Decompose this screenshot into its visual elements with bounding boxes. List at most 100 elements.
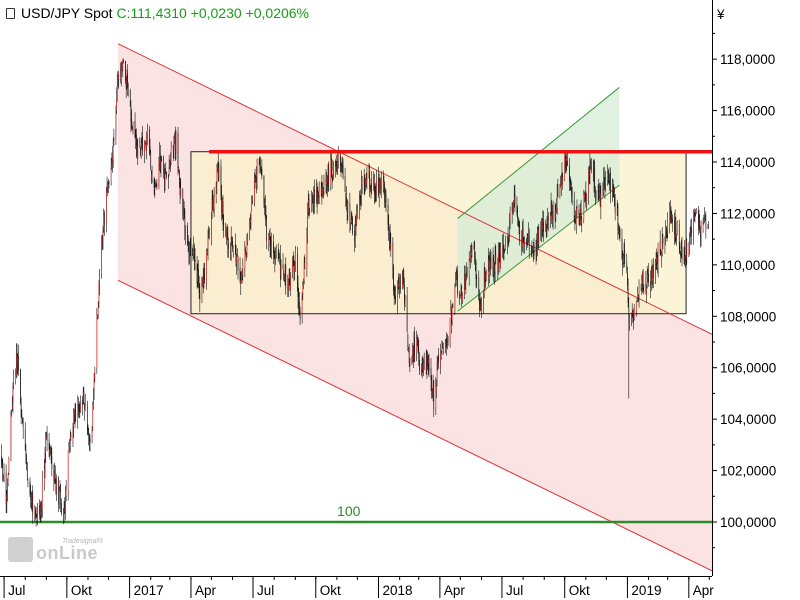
candle-body [337,153,339,161]
candle [417,334,418,347]
candle [554,202,556,229]
candle-body [227,228,229,247]
candle-body [473,245,475,250]
candle [292,251,294,267]
candle-body [647,275,649,277]
candle-body [393,290,395,296]
candle-body [136,134,137,147]
candle-body [99,272,100,285]
candle-body [376,179,377,194]
y-tick-label: 116,0000 [720,104,775,119]
candle [551,200,553,224]
candle [1,444,2,469]
candle [108,178,109,194]
candle-body [317,192,319,205]
candle [578,204,580,225]
candle-body [618,231,620,233]
candle [593,158,595,193]
candle-body [365,178,367,186]
candle [409,357,411,373]
candle [34,505,36,522]
candle [41,470,43,518]
candle-body [314,189,315,204]
candle-body [588,169,589,195]
candle [407,332,409,352]
candle [30,484,32,508]
candle-body [312,194,314,212]
candle [638,279,640,308]
candle [73,409,75,424]
candle-body [527,235,529,237]
candle [303,278,304,290]
candle-body [184,212,186,236]
candle-body [130,106,132,122]
candle [483,262,485,299]
candle [507,235,508,255]
candle-body [672,218,673,223]
candle [618,225,620,239]
y-tick-label: 108,0000 [720,309,776,324]
candle-body [273,241,274,254]
candle-body [68,447,70,450]
candle [441,340,443,355]
candle-body [77,400,79,419]
candle-body [524,240,525,246]
candle-body [688,243,690,256]
candle-body [686,242,688,256]
candle-body [575,207,577,226]
candle-body [670,214,672,224]
candle-body [685,260,686,265]
candle-body [112,141,114,159]
candle [82,387,84,405]
candle [330,149,332,191]
candle [445,338,447,348]
candle [96,308,98,374]
candle-body [212,200,214,205]
candle [693,209,694,245]
candle-body [685,240,687,260]
candle-body [385,194,387,203]
candle [561,162,563,186]
candle [116,87,117,115]
candle-body [476,275,478,277]
candle [125,60,126,85]
candle [226,223,228,240]
candle-body [213,205,214,208]
candle [182,188,184,220]
candle-body [446,339,448,346]
candle-body [20,402,22,418]
candle [652,264,654,289]
candle-body [599,189,601,206]
candle-body [590,164,591,166]
candle [215,181,217,204]
x-tick-label: Jul [257,583,274,598]
candle [284,273,285,282]
candle-body [492,258,494,276]
candle [127,64,128,96]
candle-body [408,346,410,363]
candle-body [555,211,557,214]
candle [342,158,344,180]
watermark-brand: onLine [36,543,98,563]
candle [361,175,363,195]
candle [359,195,361,206]
candle [168,174,169,189]
candle [75,403,77,423]
candle [512,202,514,214]
candle [550,211,551,229]
watermark-tag: Tradesignal® [62,537,104,545]
candle [228,237,229,259]
candle [695,208,696,217]
candle [543,211,544,242]
candle [354,224,355,253]
candle-body [251,199,253,212]
candle [567,152,568,167]
candle [103,208,105,233]
candle-body [608,173,610,183]
candle [605,170,606,192]
lock-icon[interactable] [6,8,15,19]
candle-body [490,258,491,269]
candle [513,185,515,208]
candle-body [650,268,652,288]
candle [374,173,375,205]
